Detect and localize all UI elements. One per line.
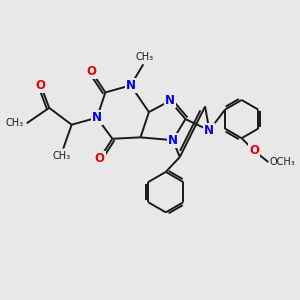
Text: CH₃: CH₃	[53, 152, 71, 161]
Text: N: N	[168, 134, 178, 147]
Text: O: O	[36, 79, 46, 92]
Text: CH₃: CH₃	[6, 118, 24, 128]
Text: N: N	[92, 111, 102, 124]
Text: N: N	[204, 124, 214, 137]
Text: N: N	[165, 94, 175, 107]
Text: O: O	[95, 152, 105, 165]
Text: O: O	[249, 144, 259, 157]
Text: N: N	[126, 79, 136, 92]
Text: CH₃: CH₃	[136, 52, 154, 61]
Text: O: O	[86, 65, 96, 78]
Text: OCH₃: OCH₃	[270, 157, 296, 167]
